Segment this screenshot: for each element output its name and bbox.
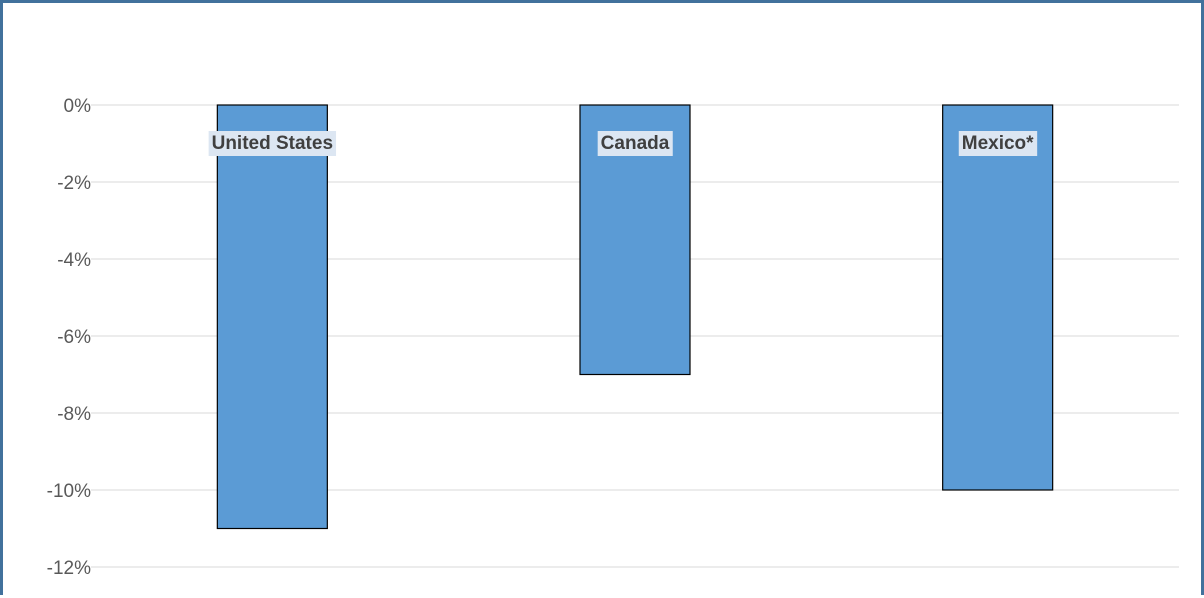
y-tick-label: 0% [64,96,92,117]
bar-chart: 0% -2% -4% -6% -8% -10% -12% United States Cana… [47,96,1179,579]
y-tick-label: -8% [57,404,91,425]
y-tick-label: -4% [57,250,91,271]
category-label-text: United States [212,133,333,154]
bars [216,104,1054,530]
category-label: Canada [597,131,673,156]
category-labels: United States Canada Mexico* [208,131,1038,156]
category-label-background [958,131,1038,156]
category-label: United States [208,131,337,156]
bar-mexico [942,104,1054,491]
category-label: Mexico* [958,131,1038,156]
y-tick-label: -12% [47,558,91,579]
y-tick-label: -6% [57,327,91,348]
category-label-background [597,131,673,156]
bar-united-states [216,104,328,530]
y-tick-label: -2% [57,173,91,194]
category-label-text: Mexico* [962,133,1034,154]
category-label-background [208,131,337,156]
y-tick-label: -10% [47,481,91,502]
category-label-text: Canada [601,133,670,154]
y-axis-tick-labels: 0% -2% -4% -6% -8% -10% -12% [47,96,91,579]
